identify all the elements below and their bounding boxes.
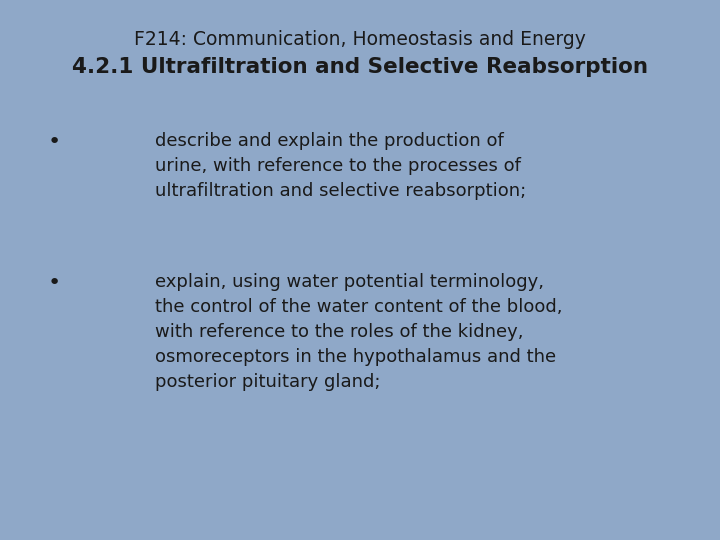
Text: 4.2.1 Ultrafiltration and Selective Reabsorption: 4.2.1 Ultrafiltration and Selective Reab… — [72, 57, 648, 77]
Text: F214: Communication, Homeostasis and Energy: F214: Communication, Homeostasis and Ene… — [134, 30, 586, 49]
Text: •: • — [48, 273, 60, 293]
Text: •: • — [48, 132, 60, 152]
Text: explain, using water potential terminology,
the control of the water content of : explain, using water potential terminolo… — [155, 273, 562, 391]
Text: describe and explain the production of
urine, with reference to the processes of: describe and explain the production of u… — [155, 132, 526, 200]
